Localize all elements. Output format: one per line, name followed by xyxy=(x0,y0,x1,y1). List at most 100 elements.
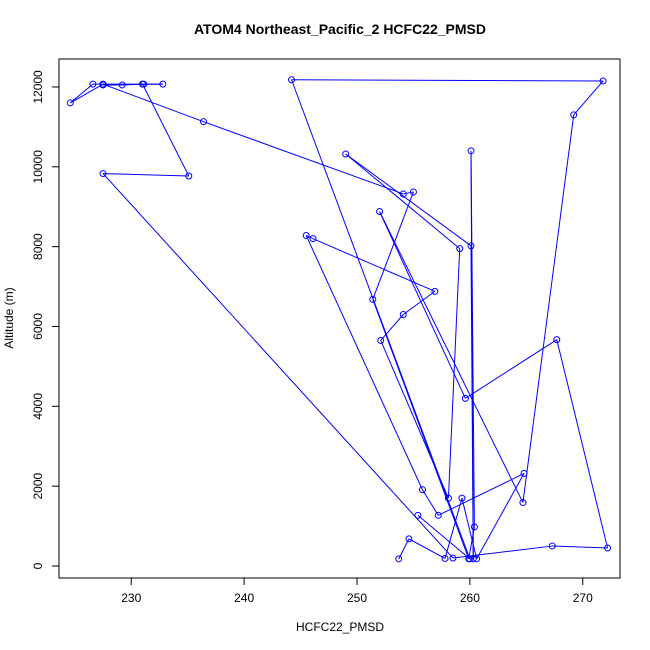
series-segment xyxy=(305,235,314,240)
series-segment xyxy=(403,191,414,195)
data-point xyxy=(520,469,528,477)
data-point xyxy=(553,336,561,344)
y-tick-label: 4000 xyxy=(31,393,45,420)
series-segment xyxy=(291,79,604,82)
data-point xyxy=(409,188,417,196)
data-point xyxy=(431,287,439,295)
series-segment xyxy=(380,314,404,341)
y-axis-label: Altitude (m) xyxy=(2,287,16,348)
series-segment xyxy=(69,83,94,104)
y-tick-label: 2000 xyxy=(31,473,45,500)
data-point xyxy=(309,235,317,243)
data-point xyxy=(399,311,407,319)
series-segment xyxy=(305,235,423,490)
x-axis-label: HCFC22_PMSD xyxy=(296,620,384,634)
series-segment xyxy=(398,538,410,560)
data-point xyxy=(441,554,449,562)
y-tick-label: 0 xyxy=(31,562,45,569)
series-segment xyxy=(552,545,608,549)
x-axis: 230 240 250 260 270 xyxy=(121,578,593,605)
series-segment xyxy=(103,173,189,177)
data-point xyxy=(473,555,481,563)
series-segment xyxy=(522,114,575,503)
data-point xyxy=(66,99,74,107)
series-segment xyxy=(468,526,475,559)
series-lines xyxy=(69,79,609,560)
data-point xyxy=(467,147,475,155)
data-point xyxy=(599,77,607,85)
series-segment xyxy=(402,290,436,315)
data-point xyxy=(570,111,578,119)
series-segment xyxy=(470,150,475,527)
data-point xyxy=(99,170,107,178)
data-point xyxy=(470,523,478,531)
y-tick-label: 10000 xyxy=(31,150,45,184)
data-point xyxy=(395,555,403,563)
data-point xyxy=(466,555,474,563)
series-segment xyxy=(70,83,104,104)
series-segment xyxy=(461,498,478,559)
series-segment xyxy=(102,173,454,559)
series-segment xyxy=(444,498,463,559)
data-point xyxy=(99,81,107,89)
data-point xyxy=(469,555,477,563)
series-segment xyxy=(476,473,525,560)
chart-title: ATOM4 Northeast_Pacific_2 HCFC22_PMSD xyxy=(194,21,486,37)
data-point xyxy=(467,242,475,250)
x-tick-label: 260 xyxy=(460,591,480,605)
data-point xyxy=(458,494,466,502)
series-points xyxy=(66,76,612,563)
data-point xyxy=(456,245,464,253)
data-point xyxy=(89,80,97,88)
data-point xyxy=(376,208,384,216)
data-point xyxy=(414,511,422,519)
series-segment xyxy=(345,153,461,250)
data-point xyxy=(288,76,296,84)
data-point xyxy=(377,336,385,344)
series-segment xyxy=(345,153,472,247)
series-segment xyxy=(312,238,436,292)
y-tick-label: 6000 xyxy=(31,313,45,340)
series-segment xyxy=(417,514,471,560)
series-segment xyxy=(438,472,525,516)
data-point xyxy=(434,511,442,519)
series-segment xyxy=(372,191,414,300)
data-point xyxy=(199,118,207,126)
x-tick-label: 230 xyxy=(121,591,141,605)
x-tick-label: 250 xyxy=(347,591,367,605)
data-point xyxy=(139,80,147,88)
series-segment xyxy=(573,80,604,116)
data-point xyxy=(405,535,413,543)
data-point xyxy=(461,394,469,402)
y-tick-label: 8000 xyxy=(31,233,45,260)
series-segment xyxy=(379,211,466,399)
series-segment xyxy=(408,538,446,559)
data-point xyxy=(159,80,167,88)
data-point xyxy=(399,190,407,198)
data-point xyxy=(604,544,612,552)
x-tick-label: 240 xyxy=(234,591,254,605)
data-point xyxy=(302,231,310,239)
series-segment xyxy=(556,339,609,549)
series-segment xyxy=(102,83,204,123)
x-tick-label: 270 xyxy=(573,591,593,605)
series-segment xyxy=(379,211,524,503)
data-point xyxy=(444,494,452,502)
series-segment xyxy=(142,83,190,177)
series-segment xyxy=(291,79,471,560)
plot-frame xyxy=(58,58,621,579)
data-point xyxy=(185,172,193,180)
data-point xyxy=(519,499,527,507)
data-point xyxy=(548,542,556,550)
data-point xyxy=(369,295,377,303)
data-point xyxy=(118,81,126,89)
series-segment xyxy=(422,489,439,516)
y-axis: 0 2000 4000 6000 8000 10000 12000 xyxy=(31,70,59,569)
y-tick-label: 12000 xyxy=(31,70,45,104)
series-segment xyxy=(203,121,404,195)
data-point xyxy=(418,486,426,494)
series-segment xyxy=(465,339,558,399)
data-point xyxy=(449,554,457,562)
data-point xyxy=(342,150,350,158)
